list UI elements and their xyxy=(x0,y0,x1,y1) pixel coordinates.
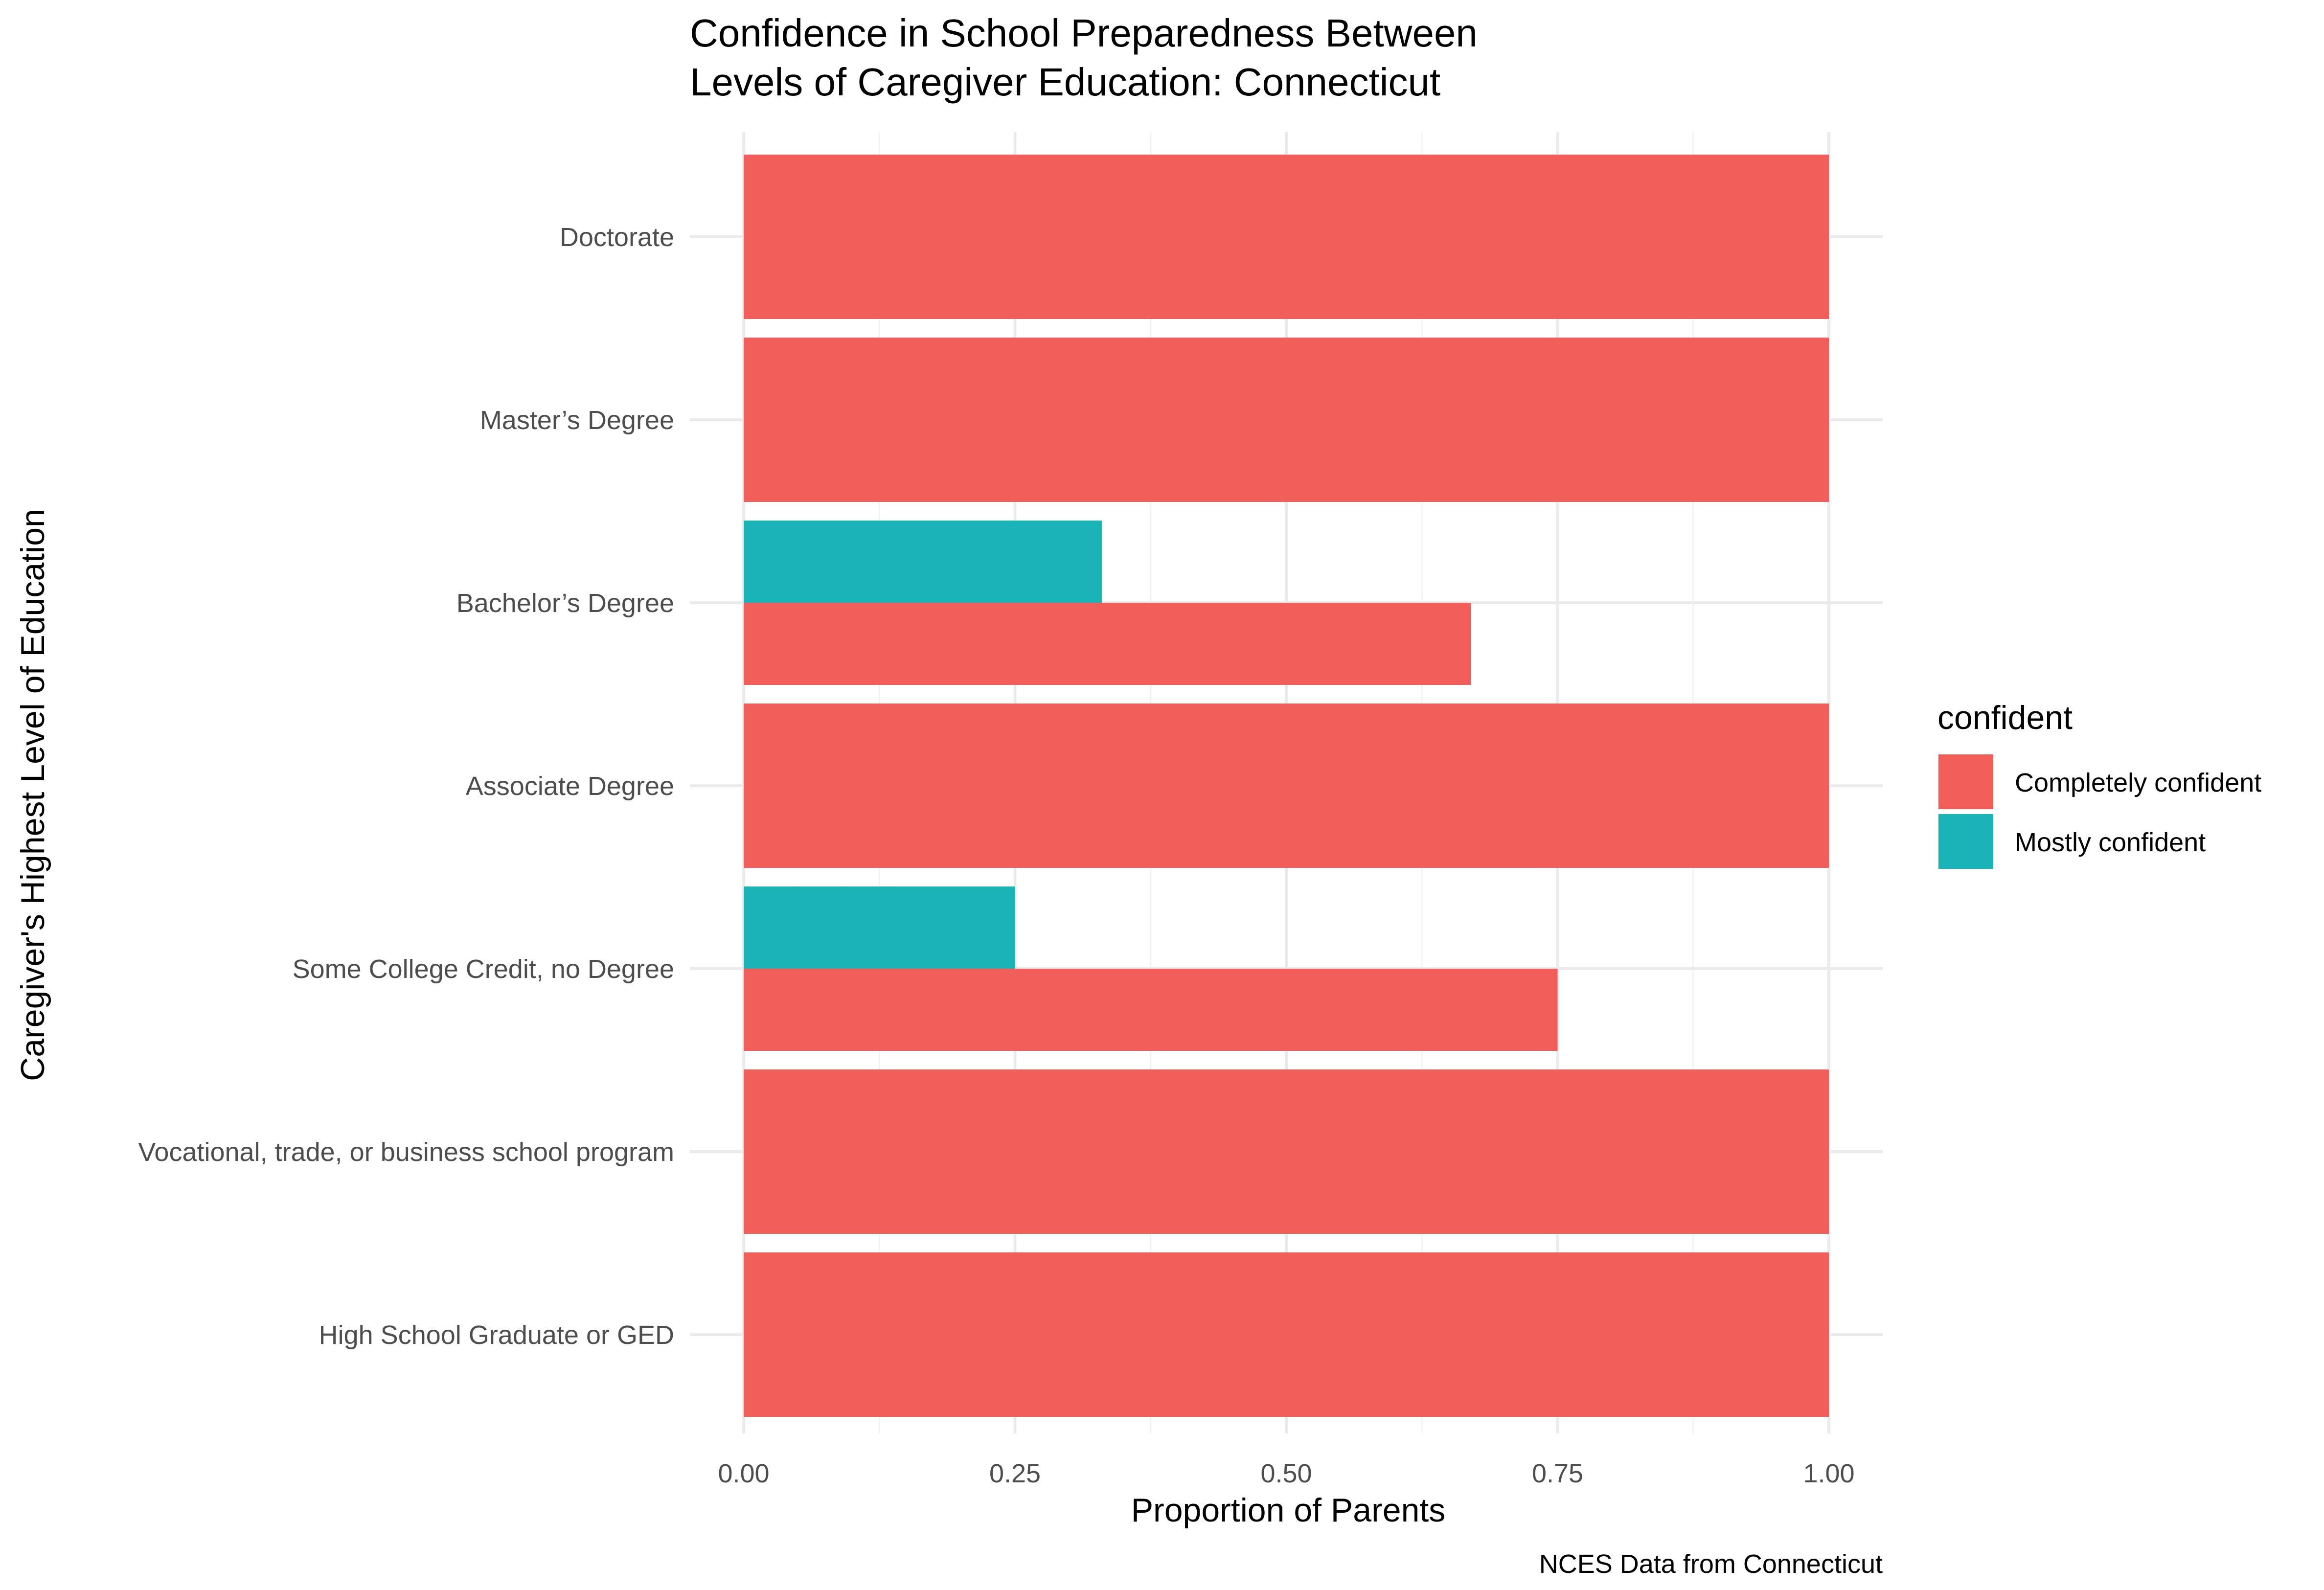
x-tick-label: 1.00 xyxy=(1803,1459,1854,1488)
bar-completely-confident-doctorate xyxy=(744,155,1829,319)
x-tick-labels: 0.00 0.25 0.50 0.75 1.00 xyxy=(718,1459,1854,1488)
y-tick-label: Associate Degree xyxy=(466,772,674,801)
bar-mostly-confident-bachelor-s-degree xyxy=(744,521,1102,603)
legend-key-completely-confident xyxy=(1938,754,1993,809)
bar-completely-confident-vocational-trade-or-business-school-program xyxy=(744,1069,1829,1234)
y-tick-label: Vocational, trade, or business school pr… xyxy=(138,1137,674,1167)
legend-label-completely-confident: Completely confident xyxy=(2015,768,2261,797)
bar-completely-confident-high-school-graduate-or-ged xyxy=(744,1252,1829,1417)
bar-completely-confident-bachelor-s-degree xyxy=(744,603,1471,685)
y-tick-label: High School Graduate or GED xyxy=(319,1320,674,1350)
y-axis-title: Caregiver's Highest Level of Education xyxy=(14,509,51,1081)
x-tick-label: 0.00 xyxy=(718,1459,769,1488)
legend-title: confident xyxy=(1937,699,2073,736)
y-tick-labels: Doctorate Master’s Degree Bachelor’s Degre… xyxy=(138,223,674,1350)
legend: confident Completely confident Mostly con… xyxy=(1937,699,2261,869)
legend-label-mostly-confident: Mostly confident xyxy=(2015,828,2206,857)
x-tick-label: 0.25 xyxy=(989,1459,1041,1488)
legend-key-mostly-confident xyxy=(1938,814,1993,869)
y-tick-label: Doctorate xyxy=(560,223,674,252)
bar-completely-confident-some-college-credit-no-degree xyxy=(744,969,1558,1051)
x-tick-label: 0.75 xyxy=(1532,1459,1583,1488)
bars xyxy=(744,155,1829,1417)
y-tick-label: Bachelor’s Degree xyxy=(456,589,674,618)
bar-completely-confident-associate-degree xyxy=(744,704,1829,868)
x-tick-label: 0.50 xyxy=(1260,1459,1312,1488)
chart-caption: NCES Data from Connecticut xyxy=(1539,1549,1883,1579)
y-tick-label: Master’s Degree xyxy=(480,406,674,435)
y-tick-label: Some College Credit, no Degree xyxy=(293,954,674,984)
bar-mostly-confident-some-college-credit-no-degree xyxy=(744,886,1015,969)
x-axis-title: Proportion of Parents xyxy=(1131,1492,1446,1529)
chart-title-line-1: Confidence in School Preparedness Betwee… xyxy=(690,11,1478,55)
bar-completely-confident-master-s-degree xyxy=(744,338,1829,502)
chart-title-line-2: Levels of Caregiver Education: Connectic… xyxy=(690,60,1440,104)
